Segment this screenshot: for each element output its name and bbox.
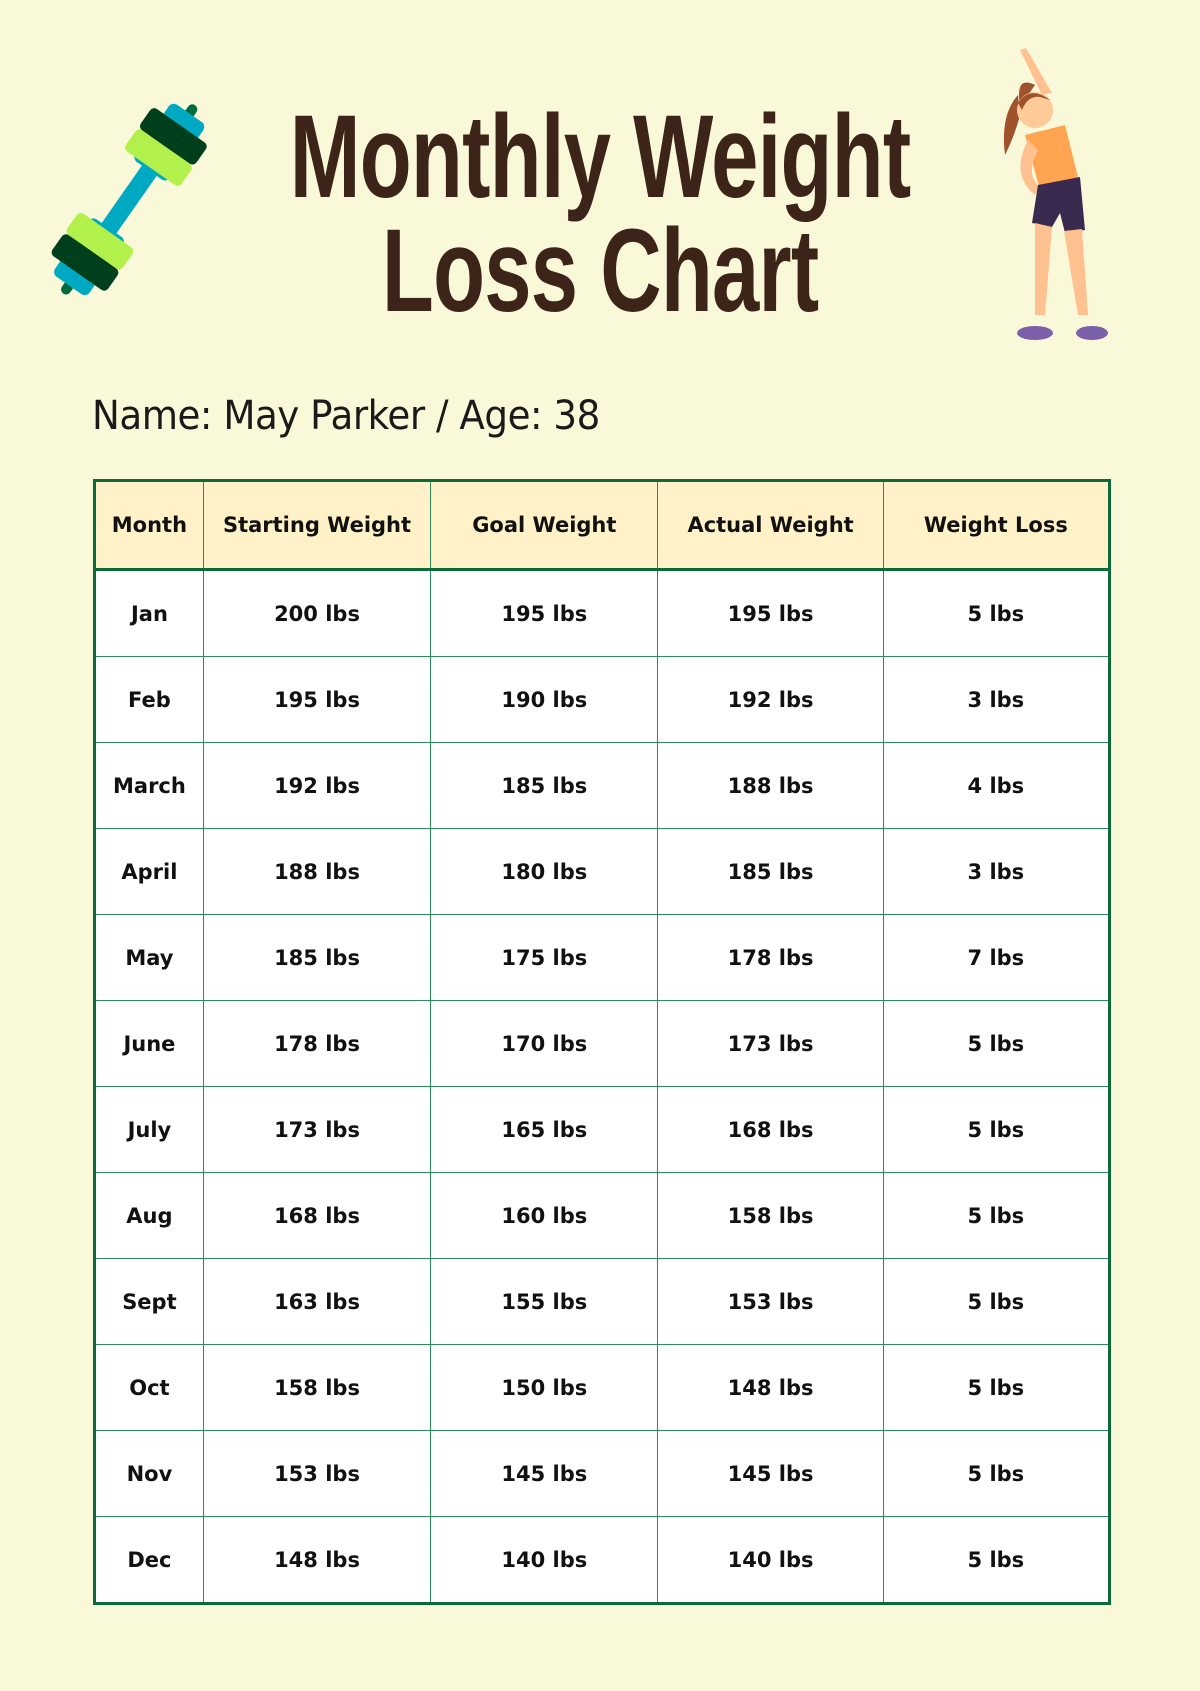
table-cell: 158 lbs xyxy=(202,1344,432,1431)
table-cell: 145 lbs xyxy=(430,1430,659,1517)
table-cell: 4 lbs xyxy=(882,742,1111,829)
table-row: Aug 168 lbs 160 lbs 158 lbs 5 lbs xyxy=(94,1172,1111,1259)
table-cell: 5 lbs xyxy=(882,1516,1111,1604)
column-header: Starting Weight xyxy=(202,480,432,571)
table-cell: 192 lbs xyxy=(202,742,432,829)
table-cell: 178 lbs xyxy=(657,914,884,1001)
table-cell: 173 lbs xyxy=(202,1086,432,1173)
table-cell: 5 lbs xyxy=(882,1430,1111,1517)
dumbbell-icon xyxy=(51,103,207,296)
table-cell: 163 lbs xyxy=(202,1258,432,1345)
table-cell: Dec xyxy=(94,1516,204,1604)
table-cell: 140 lbs xyxy=(430,1516,659,1604)
table-cell: 5 lbs xyxy=(882,569,1111,657)
table-cell: May xyxy=(94,914,204,1001)
table-cell: Feb xyxy=(94,656,204,743)
table-row: Feb 195 lbs 190 lbs 192 lbs 3 lbs xyxy=(94,656,1111,743)
table-cell: 148 lbs xyxy=(657,1344,884,1431)
table-cell: 5 lbs xyxy=(882,1258,1111,1345)
table-cell: Aug xyxy=(94,1172,204,1259)
table-cell: Jan xyxy=(94,569,204,657)
table-cell: 185 lbs xyxy=(202,914,432,1001)
table-cell: 188 lbs xyxy=(202,828,432,915)
table-cell: 3 lbs xyxy=(882,828,1111,915)
table-row: March 192 lbs 185 lbs 188 lbs 4 lbs xyxy=(94,742,1111,829)
table-cell: Nov xyxy=(94,1430,204,1517)
table-cell: 5 lbs xyxy=(882,1172,1111,1259)
table-cell: 190 lbs xyxy=(430,656,659,743)
table-cell: 145 lbs xyxy=(657,1430,884,1517)
table-cell: 5 lbs xyxy=(882,1086,1111,1173)
table-cell: 180 lbs xyxy=(430,828,659,915)
table-cell: 195 lbs xyxy=(202,656,432,743)
table-cell: 5 lbs xyxy=(882,1344,1111,1431)
table-cell: 153 lbs xyxy=(202,1430,432,1517)
table-cell: 150 lbs xyxy=(430,1344,659,1431)
table-row: June 178 lbs 170 lbs 173 lbs 5 lbs xyxy=(94,1000,1111,1087)
table-cell: 153 lbs xyxy=(657,1258,884,1345)
table-row: Jan 200 lbs 195 lbs 195 lbs 5 lbs xyxy=(94,569,1111,657)
table-cell: Sept xyxy=(94,1258,204,1345)
table-cell: 160 lbs xyxy=(430,1172,659,1259)
table-cell: 200 lbs xyxy=(202,569,432,657)
table-row: April 188 lbs 180 lbs 185 lbs 3 lbs xyxy=(94,828,1111,915)
page-title-line-1: Monthly Weight xyxy=(289,91,911,223)
table-row: May 185 lbs 175 lbs 178 lbs 7 lbs xyxy=(94,914,1111,1001)
column-header: Goal Weight xyxy=(430,480,659,571)
table-cell: 165 lbs xyxy=(430,1086,659,1173)
table-header-row: Month Starting Weight Goal Weight Actual We… xyxy=(94,480,1111,571)
table-cell: 173 lbs xyxy=(657,1000,884,1087)
table-cell: 175 lbs xyxy=(430,914,659,1001)
table-row: Nov 153 lbs 145 lbs 145 lbs 5 lbs xyxy=(94,1430,1111,1517)
table-cell: 168 lbs xyxy=(657,1086,884,1173)
table-cell: 5 lbs xyxy=(882,1000,1111,1087)
table-cell: 192 lbs xyxy=(657,656,884,743)
table-row: Sept 163 lbs 155 lbs 153 lbs 5 lbs xyxy=(94,1258,1111,1345)
table-cell: 185 lbs xyxy=(430,742,659,829)
table-cell: 185 lbs xyxy=(657,828,884,915)
table-cell: 178 lbs xyxy=(202,1000,432,1087)
table-cell: 188 lbs xyxy=(657,742,884,829)
table-cell: 140 lbs xyxy=(657,1516,884,1604)
column-header: Weight Loss xyxy=(882,480,1111,571)
table-row: July 173 lbs 165 lbs 168 lbs 5 lbs xyxy=(94,1086,1111,1173)
weight-loss-table: Month Starting Weight Goal Weight Actual We… xyxy=(93,479,1111,1605)
table-cell: 158 lbs xyxy=(657,1172,884,1259)
table-cell: 195 lbs xyxy=(657,569,884,657)
table-row: Oct 158 lbs 150 lbs 148 lbs 5 lbs xyxy=(94,1344,1111,1431)
table-cell: 148 lbs xyxy=(202,1516,432,1604)
table-cell: April xyxy=(94,828,204,915)
table-row: Dec 148 lbs 140 lbs 140 lbs 5 lbs xyxy=(94,1516,1111,1604)
table-cell: 3 lbs xyxy=(882,656,1111,743)
name-age-label: Name: May Parker / Age: 38 xyxy=(92,393,600,439)
table-cell: 195 lbs xyxy=(430,569,659,657)
column-header: Month xyxy=(94,480,204,571)
table-cell: 168 lbs xyxy=(202,1172,432,1259)
table-cell: June xyxy=(94,1000,204,1087)
table-cell: 155 lbs xyxy=(430,1258,659,1345)
table-cell: 7 lbs xyxy=(882,914,1111,1001)
table-cell: March xyxy=(94,742,204,829)
column-header: Actual Weight xyxy=(657,480,884,571)
table-cell: 170 lbs xyxy=(430,1000,659,1087)
page-title-line-2: Loss Chart xyxy=(381,205,819,337)
stretching-woman-illustration xyxy=(1003,48,1108,340)
table-cell: Oct xyxy=(94,1344,204,1431)
table-cell: July xyxy=(94,1086,204,1173)
